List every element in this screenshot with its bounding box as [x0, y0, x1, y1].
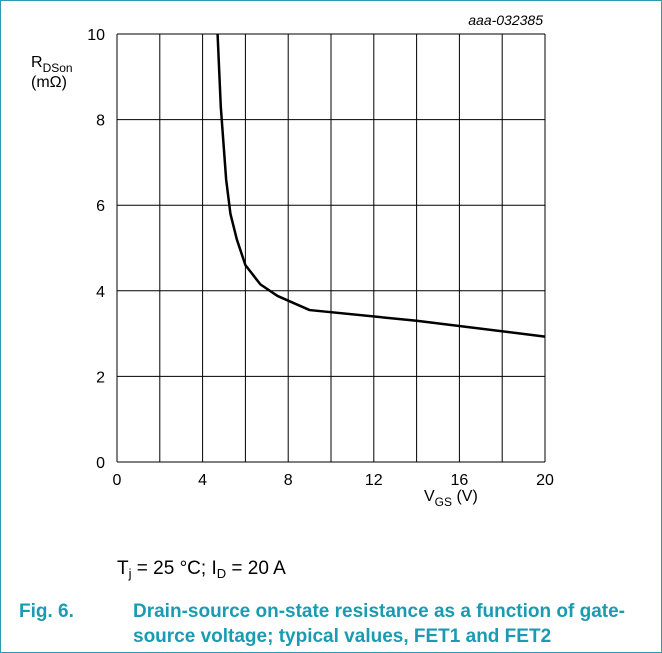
x-tick-label: 20 [536, 472, 554, 489]
y-tick-label: 6 [96, 198, 105, 215]
x-tick-label: 0 [113, 472, 122, 489]
y-label-sub: DSon [43, 61, 73, 75]
x-axis-label: VGS (V) [424, 488, 478, 509]
y-tick-label: 10 [87, 27, 105, 44]
caption: Drain-source on-state resistance as a fu… [133, 601, 626, 647]
figure-number: Fig. 6. [19, 601, 74, 622]
x-tick-label: 8 [284, 472, 293, 489]
y-axis-label: RDSon [31, 54, 73, 75]
condition-part: D [216, 566, 227, 581]
conditions: Tj = 25 °C; ID = 20 A [117, 558, 286, 580]
y-tick-label: 0 [96, 455, 105, 472]
condition-part: = 25 °C; I [131, 558, 217, 579]
x-tick-label: 16 [451, 472, 469, 489]
y-tick-label: 4 [96, 284, 105, 301]
x-label-unit: (V) [452, 488, 478, 505]
line [216, 33, 546, 338]
y-label-main: R [31, 54, 43, 71]
y-tick-label: 2 [96, 369, 105, 386]
y-axis-label-unit: (mΩ) [31, 74, 67, 91]
condition-part: T [117, 558, 129, 579]
condition-part: = 20 A [226, 558, 286, 579]
x-label-main: V [424, 488, 435, 505]
x-tick-label: 12 [365, 472, 383, 489]
x-label-sub: GS [435, 495, 452, 509]
chart: 0 2 4 6 8 10 0 4 8 12 16 20 aaa-032385 RDSon(mΩ) VGS (… [31, 12, 554, 509]
y-tick-label: 8 [96, 113, 105, 130]
x-tick-label: 4 [198, 472, 207, 489]
condition-part: j [128, 566, 132, 581]
annotation: aaa-032385 [468, 12, 543, 28]
